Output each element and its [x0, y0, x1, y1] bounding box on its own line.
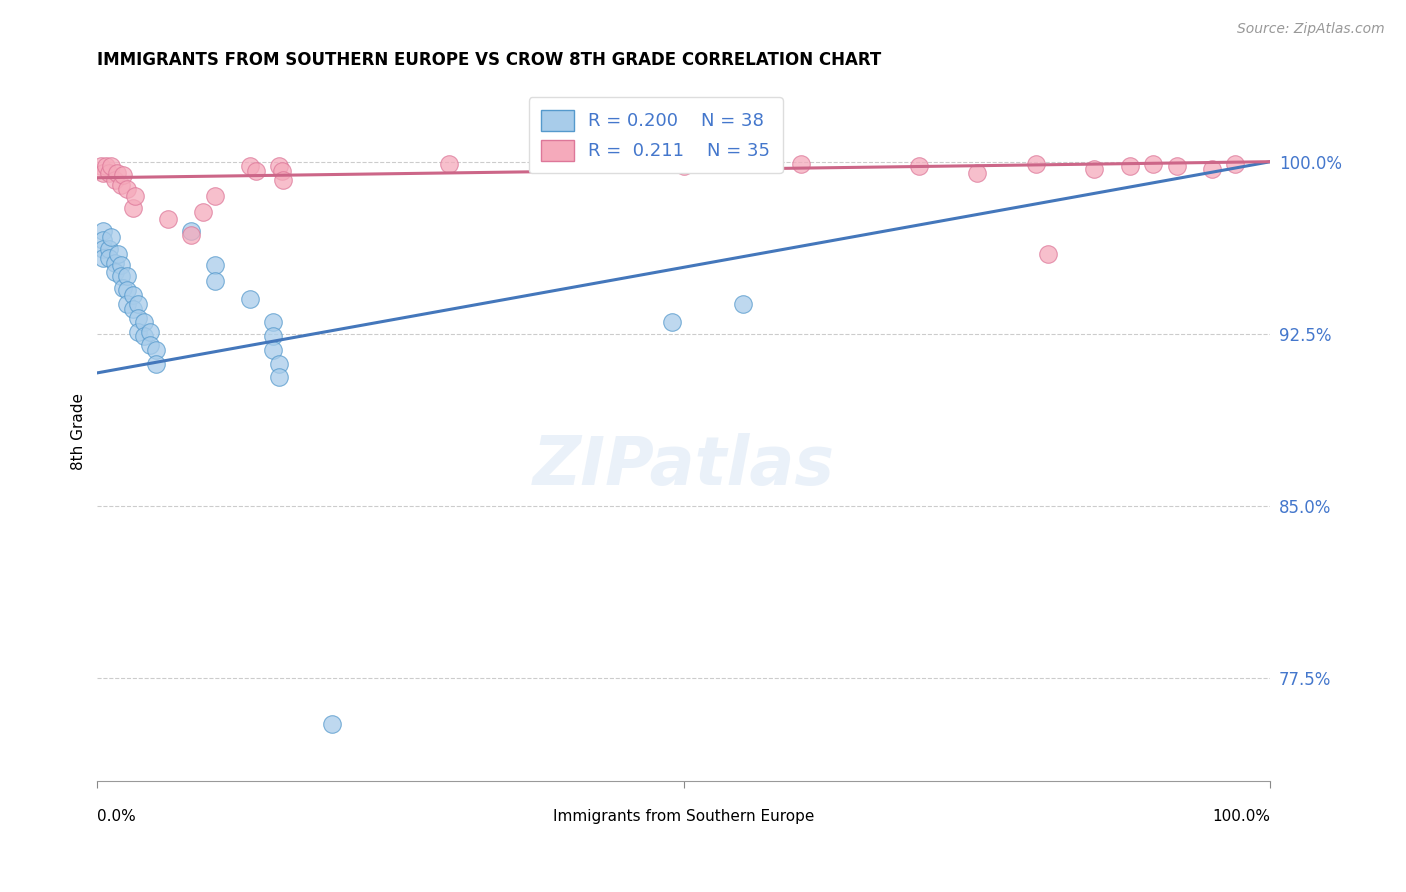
Point — [134, 315, 156, 329]
Point — [100, 230, 122, 244]
Text: 0.0%: 0.0% — [97, 809, 136, 824]
Point — [134, 329, 156, 343]
Point — [966, 166, 988, 180]
Point — [907, 159, 929, 173]
Point — [145, 357, 167, 371]
Point — [139, 325, 162, 339]
Legend: R = 0.200    N = 38, R =  0.211    N = 35: R = 0.200 N = 38, R = 0.211 N = 35 — [529, 97, 783, 173]
Point — [107, 246, 129, 260]
Point — [1025, 157, 1047, 171]
Point — [104, 265, 127, 279]
Point — [1118, 159, 1140, 173]
Point — [110, 269, 132, 284]
Text: Immigrants from Southern Europe: Immigrants from Southern Europe — [553, 809, 814, 824]
Point — [145, 343, 167, 357]
Point — [1036, 246, 1059, 260]
Point — [790, 157, 813, 171]
Point — [1225, 157, 1247, 171]
Point — [115, 269, 138, 284]
Point — [239, 159, 262, 173]
Point — [439, 157, 461, 171]
Point — [127, 310, 149, 325]
Point — [269, 357, 291, 371]
Point — [262, 315, 284, 329]
Y-axis label: 8th Grade: 8th Grade — [72, 392, 86, 470]
Text: Source: ZipAtlas.com: Source: ZipAtlas.com — [1237, 22, 1385, 37]
Point — [1166, 159, 1188, 173]
Point — [204, 274, 226, 288]
Point — [91, 233, 114, 247]
Point — [112, 169, 135, 183]
Point — [110, 178, 132, 192]
Point — [156, 212, 179, 227]
Text: IMMIGRANTS FROM SOUTHERN EUROPE VS CROW 8TH GRADE CORRELATION CHART: IMMIGRANTS FROM SOUTHERN EUROPE VS CROW … — [97, 51, 882, 69]
Point — [121, 201, 143, 215]
Point — [139, 338, 162, 352]
Point — [1083, 161, 1105, 176]
Point — [271, 173, 294, 187]
Point — [100, 159, 122, 173]
Text: 100.0%: 100.0% — [1212, 809, 1271, 824]
Point — [91, 251, 114, 265]
Point — [115, 297, 138, 311]
Point — [91, 166, 114, 180]
Point — [91, 223, 114, 237]
Point — [121, 288, 143, 302]
Point — [239, 293, 262, 307]
Point — [321, 717, 343, 731]
Text: ZIPatlas: ZIPatlas — [533, 434, 835, 500]
Point — [661, 315, 683, 329]
Point — [115, 283, 138, 297]
Point — [127, 325, 149, 339]
Point — [110, 258, 132, 272]
Point — [269, 370, 291, 384]
Point — [191, 205, 214, 219]
Point — [180, 228, 202, 243]
Point — [270, 164, 292, 178]
Point — [112, 281, 135, 295]
Point — [98, 242, 121, 256]
Point — [262, 343, 284, 357]
Point — [105, 166, 128, 180]
Point — [672, 159, 695, 173]
Point — [94, 159, 117, 173]
Point — [1201, 161, 1223, 176]
Point — [204, 258, 226, 272]
Point — [1142, 157, 1164, 171]
Point — [180, 223, 202, 237]
Point — [98, 166, 121, 180]
Point — [245, 164, 267, 178]
Point — [90, 159, 112, 173]
Point — [115, 182, 138, 196]
Point — [127, 297, 149, 311]
Point — [98, 251, 121, 265]
Point — [124, 189, 146, 203]
Point — [104, 173, 127, 187]
Point — [91, 242, 114, 256]
Point — [121, 301, 143, 316]
Point — [731, 297, 754, 311]
Point — [204, 189, 226, 203]
Point — [269, 159, 291, 173]
Point — [262, 329, 284, 343]
Point — [104, 255, 127, 269]
